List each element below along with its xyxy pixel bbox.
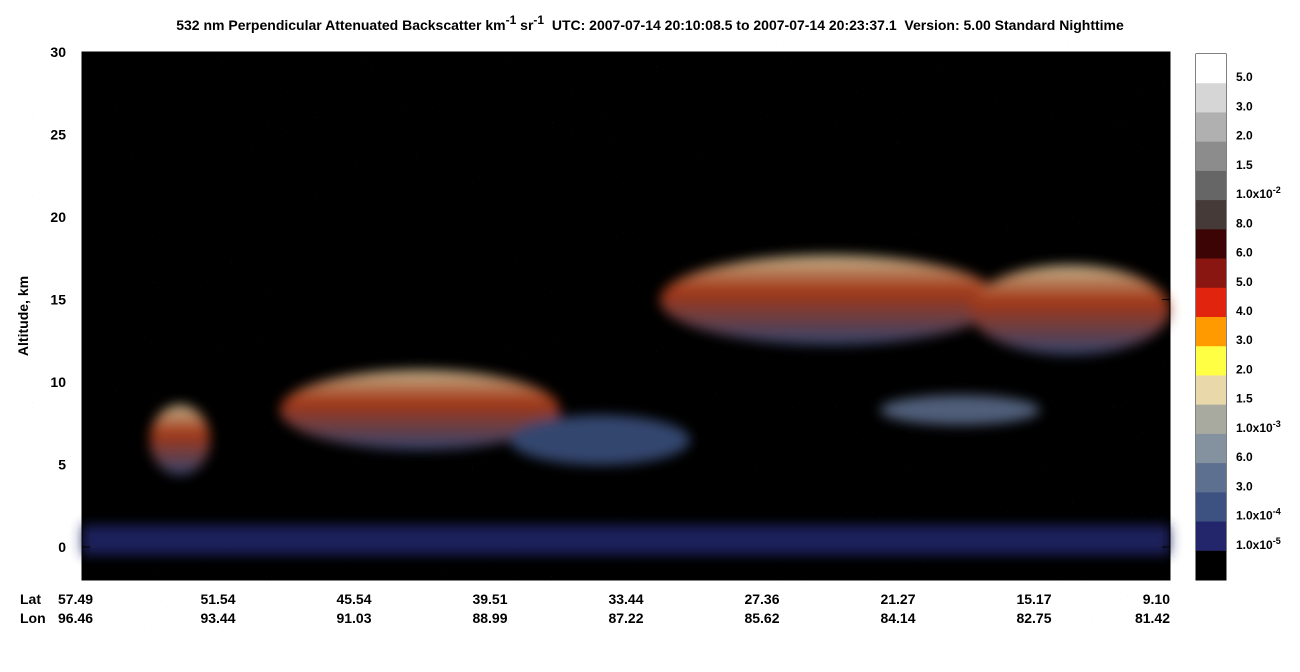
colorbar-label-exp: -3 (1273, 419, 1281, 429)
lat-tick-label: 57.49 (58, 591, 93, 607)
colorbar-band (1196, 317, 1226, 347)
colorbar-label: 3.0 (1236, 99, 1253, 113)
lon-tick-label: 85.62 (744, 610, 779, 626)
lon-tick-label: 91.03 (336, 610, 371, 626)
colorbar-label-base: 1.5 (1236, 158, 1253, 172)
lon-tick-label: 87.22 (608, 610, 643, 626)
colorbar-band (1196, 170, 1226, 201)
lon-tick-label: 84.14 (880, 610, 915, 626)
colorbar-band (1196, 112, 1226, 143)
colorbar-label: 1.0x10-3 (1236, 419, 1281, 435)
colorbar-band (1196, 521, 1226, 552)
lat-tick-label: 39.51 (472, 591, 507, 607)
colorbar-label: 6.0 (1236, 246, 1253, 260)
colorbar-band (1196, 463, 1226, 493)
colorbar-label: 1.5 (1236, 392, 1253, 406)
y-tick-label: 5 (58, 457, 66, 473)
colorbar-label: 6.0 (1236, 450, 1253, 464)
colorbar-label-base: 6.0 (1236, 246, 1253, 260)
colorbar-label-base: 6.0 (1236, 450, 1253, 464)
lat-tick-label: 21.27 (880, 591, 915, 607)
colorbar-label-exp: -4 (1273, 507, 1281, 517)
colorbar-band (1196, 550, 1226, 581)
colorbar-label: 1.0x10-2 (1236, 185, 1281, 201)
colorbar-label: 1.0x10-4 (1236, 507, 1281, 523)
y-tick-label: 30 (50, 44, 66, 60)
colorbar-label-base: 1.5 (1236, 392, 1253, 406)
colorbar-band (1196, 404, 1226, 435)
colorbar-label: 4.0 (1236, 304, 1253, 318)
lat-tick-label: 9.10 (1143, 591, 1170, 607)
colorbar-label: 2.0 (1236, 129, 1253, 143)
colorbar-band (1196, 258, 1226, 289)
y-tick-label: 25 (50, 127, 66, 143)
colorbar-band (1196, 375, 1226, 406)
colorbar-band (1196, 83, 1226, 113)
y-tick-label: 10 (50, 374, 66, 390)
colorbar-label-base: 1.0x10 (1236, 509, 1273, 523)
colorbar-label-base: 2.0 (1236, 362, 1253, 376)
colorbar-label-base: 1.0x10 (1236, 421, 1273, 435)
colorbar-band (1196, 141, 1226, 172)
colorbar-band (1196, 492, 1226, 523)
colorbar-label-base: 1.0x10 (1236, 187, 1273, 201)
lon-tick-label: 81.42 (1135, 610, 1170, 626)
lon-tick-label: 96.46 (58, 610, 93, 626)
colorbar-label-base: 3.0 (1236, 99, 1253, 113)
lat-tick-label: 33.44 (608, 591, 643, 607)
lon-tick-label: 93.44 (200, 610, 235, 626)
colorbar-band (1196, 200, 1226, 230)
colorbar-label-base: 1.0x10 (1236, 538, 1273, 552)
colorbar-label-base: 3.0 (1236, 479, 1253, 493)
lat-tick-label: 45.54 (336, 591, 371, 607)
colorbar-label-base: 2.0 (1236, 129, 1253, 143)
colorbar-label: 1.0x10-5 (1236, 536, 1281, 552)
y-axis-label: Altitude, km (15, 276, 31, 356)
colorbar-label: 8.0 (1236, 216, 1253, 230)
colorbar-band (1196, 346, 1226, 376)
colorbar-band (1196, 287, 1226, 318)
lat-tick-label: 51.54 (200, 591, 235, 607)
colorbar-label-base: 8.0 (1236, 216, 1253, 230)
lon-tick-label: 88.99 (472, 610, 507, 626)
lat-tick-label: 27.36 (744, 591, 779, 607)
y-tick-label: 20 (50, 209, 66, 225)
colorbar-label: 3.0 (1236, 333, 1253, 347)
lon-label: Lon (20, 610, 46, 626)
colorbar-label: 3.0 (1236, 479, 1253, 493)
colorbar-band (1196, 433, 1226, 464)
backscatter-features (82, 255, 1170, 555)
colorbar-label: 5.0 (1236, 70, 1253, 84)
colorbar-label: 5.0 (1236, 275, 1253, 289)
title: 532 nm Perpendicular Attenuated Backscat… (176, 13, 1124, 33)
colorbar-label-exp: -5 (1273, 536, 1281, 546)
y-tick-label: 15 (50, 292, 66, 308)
lat-tick-label: 15.17 (1016, 591, 1051, 607)
y-tick-label: 0 (58, 539, 66, 555)
colorbar-label-base: 3.0 (1236, 333, 1253, 347)
colorbar-label-exp: -2 (1273, 185, 1281, 195)
lat-label: Lat (20, 591, 41, 607)
colorbar-band (1196, 54, 1226, 84)
colorbar-label: 1.5 (1236, 158, 1253, 172)
lon-tick-label: 82.75 (1016, 610, 1051, 626)
colorbar-label-base: 5.0 (1236, 275, 1253, 289)
colorbar-label-base: 5.0 (1236, 70, 1253, 84)
colorbar-label-base: 4.0 (1236, 304, 1253, 318)
colorbar-band (1196, 229, 1226, 260)
colorbar-label: 2.0 (1236, 362, 1253, 376)
